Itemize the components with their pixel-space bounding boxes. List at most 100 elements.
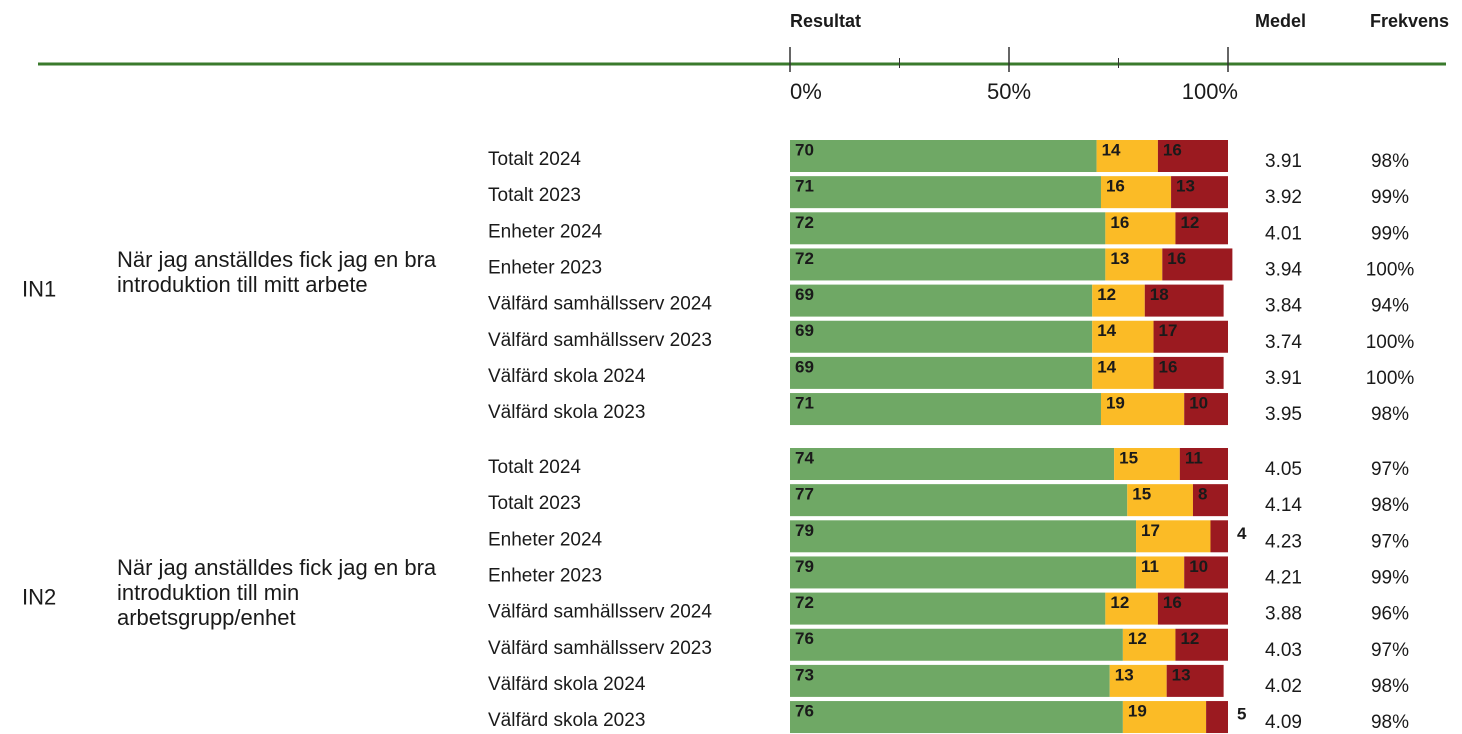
bar-value-label: 15	[1132, 485, 1151, 504]
bar-segment	[790, 448, 1115, 480]
bar-value-label: 76	[795, 629, 814, 648]
bar-segment	[1105, 248, 1163, 281]
bar-value-label: 77	[795, 485, 814, 504]
bar-value-label: 16	[1110, 213, 1129, 232]
bar-value-label: 12	[1180, 213, 1199, 232]
bar-value-label: 13	[1115, 665, 1134, 684]
header-mean: Medel	[1255, 11, 1306, 31]
frequency: 98%	[1371, 151, 1409, 172]
bar-value-label: 17	[1159, 321, 1178, 340]
bar-segment	[1175, 212, 1228, 245]
bar-value-label: 14	[1097, 321, 1116, 340]
bar-value-label: 19	[1128, 702, 1147, 721]
bar-segment	[1153, 356, 1224, 389]
row-label: Enheter 2024	[488, 221, 603, 242]
question: När jag anställdes fick jag en bra intro…	[117, 554, 437, 630]
bar-segment	[1122, 628, 1176, 661]
bar-value-label: 8	[1198, 485, 1207, 504]
frequency: 98%	[1371, 712, 1409, 733]
row-label: Totalt 2024	[488, 149, 581, 170]
bar-value-label: 69	[795, 285, 814, 304]
bar-segment	[790, 248, 1106, 281]
x-tick-label: 100%	[1182, 79, 1238, 104]
row-label: Totalt 2024	[488, 457, 581, 478]
mean: 4.05	[1265, 459, 1302, 480]
frequency: 97%	[1371, 459, 1409, 480]
bar-value-label: 19	[1106, 394, 1125, 413]
row-label: Välfärd skola 2024	[488, 366, 646, 387]
row-label: Välfärd samhällsserv 2023	[488, 330, 712, 351]
bar-segment	[1092, 284, 1145, 317]
mean: 4.14	[1265, 495, 1302, 516]
mean: 4.23	[1265, 531, 1302, 552]
frequency: 96%	[1371, 604, 1409, 625]
row-label: Totalt 2023	[488, 493, 581, 514]
bar-value-label: 72	[795, 249, 814, 268]
bar-segment	[1109, 664, 1167, 697]
mean: 3.92	[1265, 187, 1302, 208]
bar-value-label: 10	[1189, 557, 1208, 576]
bar-segment	[1105, 592, 1158, 625]
bar-segment	[790, 592, 1106, 625]
bar-segment	[790, 484, 1128, 517]
frequency: 99%	[1371, 567, 1409, 588]
mean: 3.84	[1265, 296, 1302, 317]
frequency: 98%	[1371, 495, 1409, 516]
bar-value-label: 4	[1237, 524, 1247, 543]
bar-value-label: 12	[1097, 285, 1116, 304]
mean: 3.95	[1265, 404, 1302, 425]
bar-value-label: 14	[1102, 140, 1121, 159]
frequency: 99%	[1371, 187, 1409, 208]
row-label: Enheter 2024	[488, 529, 603, 550]
frequency: 97%	[1371, 531, 1409, 552]
group-code: IN1	[22, 276, 56, 301]
frequency: 100%	[1366, 332, 1415, 353]
row-label: Välfärd skola 2024	[488, 674, 646, 695]
bar-value-label: 5	[1237, 705, 1246, 724]
frequency: 98%	[1371, 404, 1409, 425]
bar-segment	[790, 556, 1137, 589]
bar-segment	[1136, 520, 1211, 553]
bar-value-label: 72	[795, 593, 814, 612]
bar-segment	[790, 628, 1123, 661]
question: När jag anställdes fick jag en bra intro…	[117, 246, 437, 297]
x-tick-label: 50%	[987, 79, 1031, 104]
bar-segment	[1166, 664, 1224, 697]
bar-value-label: 73	[795, 665, 814, 684]
row-label: Totalt 2023	[488, 185, 581, 206]
bar-value-label: 79	[795, 557, 814, 576]
bar-segment	[1127, 484, 1193, 517]
bar-value-label: 11	[1185, 448, 1203, 467]
bar-value-label: 13	[1176, 177, 1195, 196]
group-code: IN2	[22, 584, 56, 609]
bar-value-label: 13	[1110, 249, 1129, 268]
bar-value-label: 16	[1167, 249, 1186, 268]
bar-segment	[1192, 484, 1228, 517]
bar-value-label: 10	[1189, 394, 1208, 413]
mean: 4.09	[1265, 712, 1302, 733]
bar-segment	[1100, 393, 1185, 426]
row-label: Enheter 2023	[488, 565, 602, 586]
row-label: Enheter 2023	[488, 257, 602, 278]
mean: 4.02	[1265, 676, 1302, 697]
bar-value-label: 69	[795, 357, 814, 376]
mean: 3.94	[1265, 259, 1302, 280]
bar-segment	[1144, 284, 1224, 317]
frequency: 100%	[1366, 368, 1415, 389]
bar-value-label: 72	[795, 213, 814, 232]
bar-value-label: 79	[795, 521, 814, 540]
bar-value-label: 69	[795, 321, 814, 340]
bar-segment	[1096, 140, 1158, 172]
mean: 4.01	[1265, 223, 1302, 244]
bar-value-label: 71	[795, 394, 814, 413]
bar-segment	[1175, 628, 1228, 661]
bar-segment	[790, 664, 1110, 697]
bar-segment	[1092, 356, 1154, 389]
bar-segment	[1136, 556, 1185, 589]
bar-segment	[1153, 320, 1228, 353]
mean: 3.91	[1265, 151, 1302, 172]
mean: 4.03	[1265, 640, 1302, 661]
bar-value-label: 14	[1097, 357, 1116, 376]
mean: 3.91	[1265, 368, 1302, 389]
